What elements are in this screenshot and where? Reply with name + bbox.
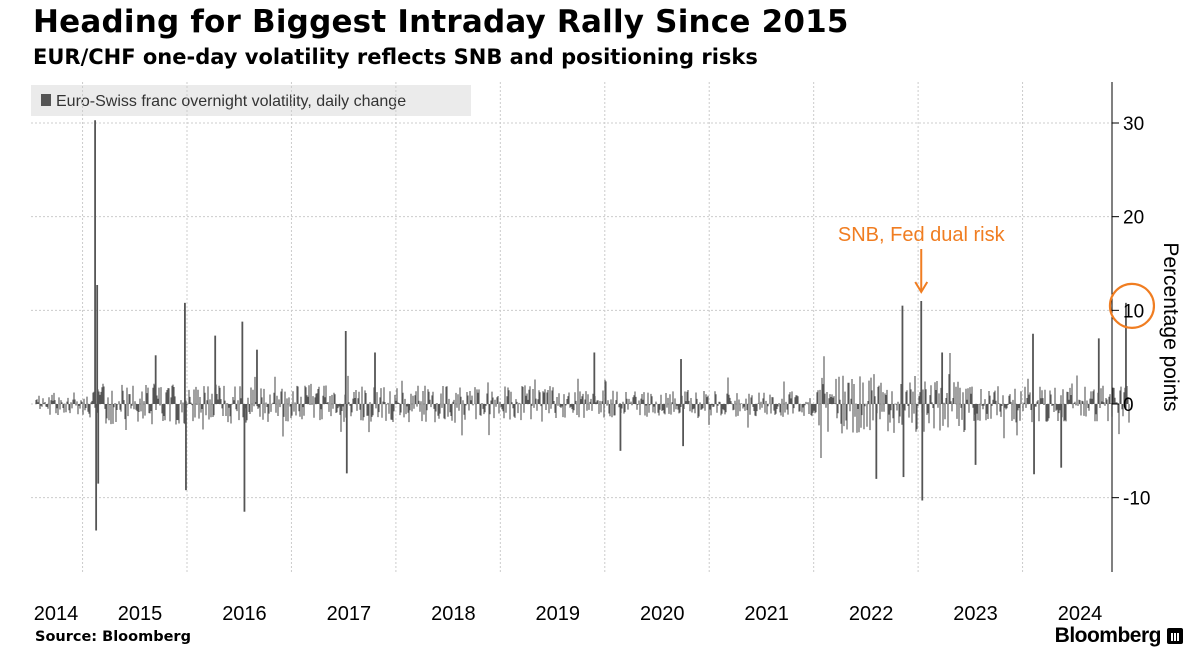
x-tick-label: 2018 — [431, 603, 476, 625]
x-tick-label: 2019 — [536, 603, 581, 625]
legend-box — [31, 85, 471, 116]
chart-subtitle: EUR/CHF one-day volatility reflects SNB … — [33, 45, 758, 69]
series-bars-daily — [35, 353, 1130, 458]
brand-name: Bloomberg — [1054, 624, 1162, 647]
x-tick-label: 2014 — [34, 603, 79, 625]
x-tick-label: 2021 — [744, 603, 789, 625]
annotation-arrow-head — [914, 281, 929, 294]
y-tick-label: 0 — [1123, 395, 1134, 416]
x-tick-label: 2023 — [953, 603, 998, 625]
legend-label: Euro-Swiss franc overnight volatility, d… — [56, 93, 406, 110]
grid-lines — [31, 82, 1112, 572]
y-tick-label: 10 — [1123, 301, 1144, 322]
x-tick-label: 2017 — [327, 603, 372, 625]
source-note: Source: Bloomberg — [35, 629, 191, 645]
annotations: SNB, Fed dual risk — [838, 224, 1156, 329]
legend-swatch — [41, 94, 51, 106]
y-tick-label: 20 — [1123, 208, 1144, 229]
bloomberg-chart-icon — [1167, 628, 1183, 644]
brand-logo: Bloomberg — [1055, 624, 1183, 648]
x-ticks: 2014 2015 2016 2017 2018 2019 2020 2021 2022 2023… — [34, 603, 1103, 625]
annotation-circle — [1108, 282, 1156, 329]
y-tick-label: 30 — [1123, 114, 1144, 135]
data-bars — [35, 120, 1130, 531]
chart-title: Heading for Biggest Intraday Rally Since… — [33, 4, 849, 40]
x-tick-label: 2016 — [222, 603, 267, 625]
x-tick-label: 2015 — [118, 603, 163, 625]
annotation-label: SNB, Fed dual risk — [838, 224, 1006, 246]
x-tick-label: 2024 — [1058, 603, 1103, 625]
x-tick-label: 2020 — [640, 603, 685, 625]
y-axis-label: Percentage points — [1159, 242, 1182, 411]
y-ticks: 30 20 10 0 -10 — [1112, 114, 1150, 510]
x-tick-label: 2022 — [849, 603, 894, 625]
y-tick-label: -10 — [1123, 489, 1150, 510]
